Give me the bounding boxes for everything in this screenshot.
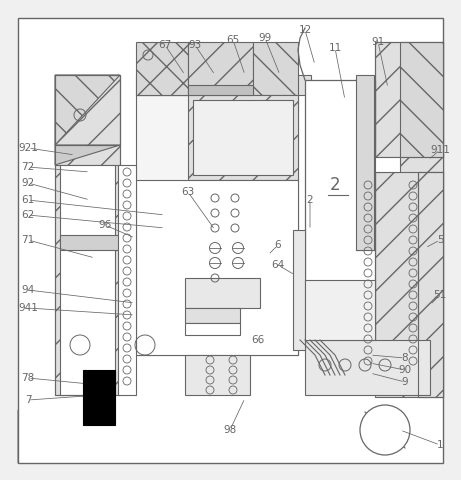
Text: 94: 94 (21, 285, 35, 295)
Bar (136, 180, 298, 355)
Bar (185, 308, 240, 323)
Text: 96: 96 (98, 220, 112, 230)
Text: 51: 51 (433, 290, 447, 300)
Bar (55, 75, 120, 395)
Bar (293, 230, 305, 350)
Bar (400, 42, 443, 157)
Text: 2: 2 (330, 176, 340, 194)
Bar (305, 280, 375, 340)
Bar (375, 157, 400, 172)
Bar (375, 42, 443, 157)
Text: 92: 92 (21, 178, 35, 188)
Text: 11: 11 (328, 43, 342, 53)
Bar (136, 42, 188, 95)
Text: 921: 921 (18, 143, 38, 153)
Text: 9: 9 (402, 377, 408, 387)
Bar (418, 172, 443, 397)
Bar (356, 75, 374, 250)
Text: 98: 98 (224, 425, 236, 435)
Text: 78: 78 (21, 373, 35, 383)
Bar (305, 80, 375, 340)
Bar (188, 95, 298, 180)
Bar (60, 165, 115, 395)
Text: 5: 5 (437, 235, 443, 245)
Text: 99: 99 (258, 33, 272, 43)
Text: 2: 2 (307, 195, 313, 205)
Text: 63: 63 (181, 187, 195, 197)
Text: 941: 941 (18, 303, 38, 313)
Text: 66: 66 (251, 335, 265, 345)
Bar (375, 42, 443, 397)
Bar (136, 75, 311, 95)
Text: 911: 911 (430, 145, 450, 155)
Bar (193, 100, 293, 175)
Text: 71: 71 (21, 235, 35, 245)
Polygon shape (55, 75, 120, 145)
Bar (55, 75, 120, 145)
Text: 62: 62 (21, 210, 35, 220)
Circle shape (360, 405, 410, 455)
Text: 1: 1 (437, 440, 443, 450)
Text: 67: 67 (159, 40, 171, 50)
Bar (185, 355, 250, 395)
Polygon shape (55, 145, 120, 165)
Text: 6: 6 (275, 240, 281, 250)
Bar (185, 323, 240, 335)
Bar (118, 165, 136, 395)
Bar (55, 75, 120, 395)
Bar (83, 370, 115, 425)
Text: 61: 61 (21, 195, 35, 205)
Bar (305, 340, 430, 395)
Text: 12: 12 (298, 25, 312, 35)
Text: 72: 72 (21, 162, 35, 172)
Bar (60, 235, 120, 250)
Bar (185, 278, 260, 308)
Text: 7: 7 (25, 395, 31, 405)
Bar (418, 172, 443, 397)
Text: 90: 90 (398, 365, 412, 375)
Text: 91: 91 (372, 37, 384, 47)
Text: 8: 8 (402, 353, 408, 363)
Bar (188, 85, 253, 95)
Text: 64: 64 (272, 260, 284, 270)
Bar (188, 42, 253, 95)
Bar (253, 42, 298, 95)
Text: 93: 93 (189, 40, 201, 50)
Text: 65: 65 (226, 35, 240, 45)
Bar (136, 95, 298, 355)
Polygon shape (18, 395, 443, 463)
